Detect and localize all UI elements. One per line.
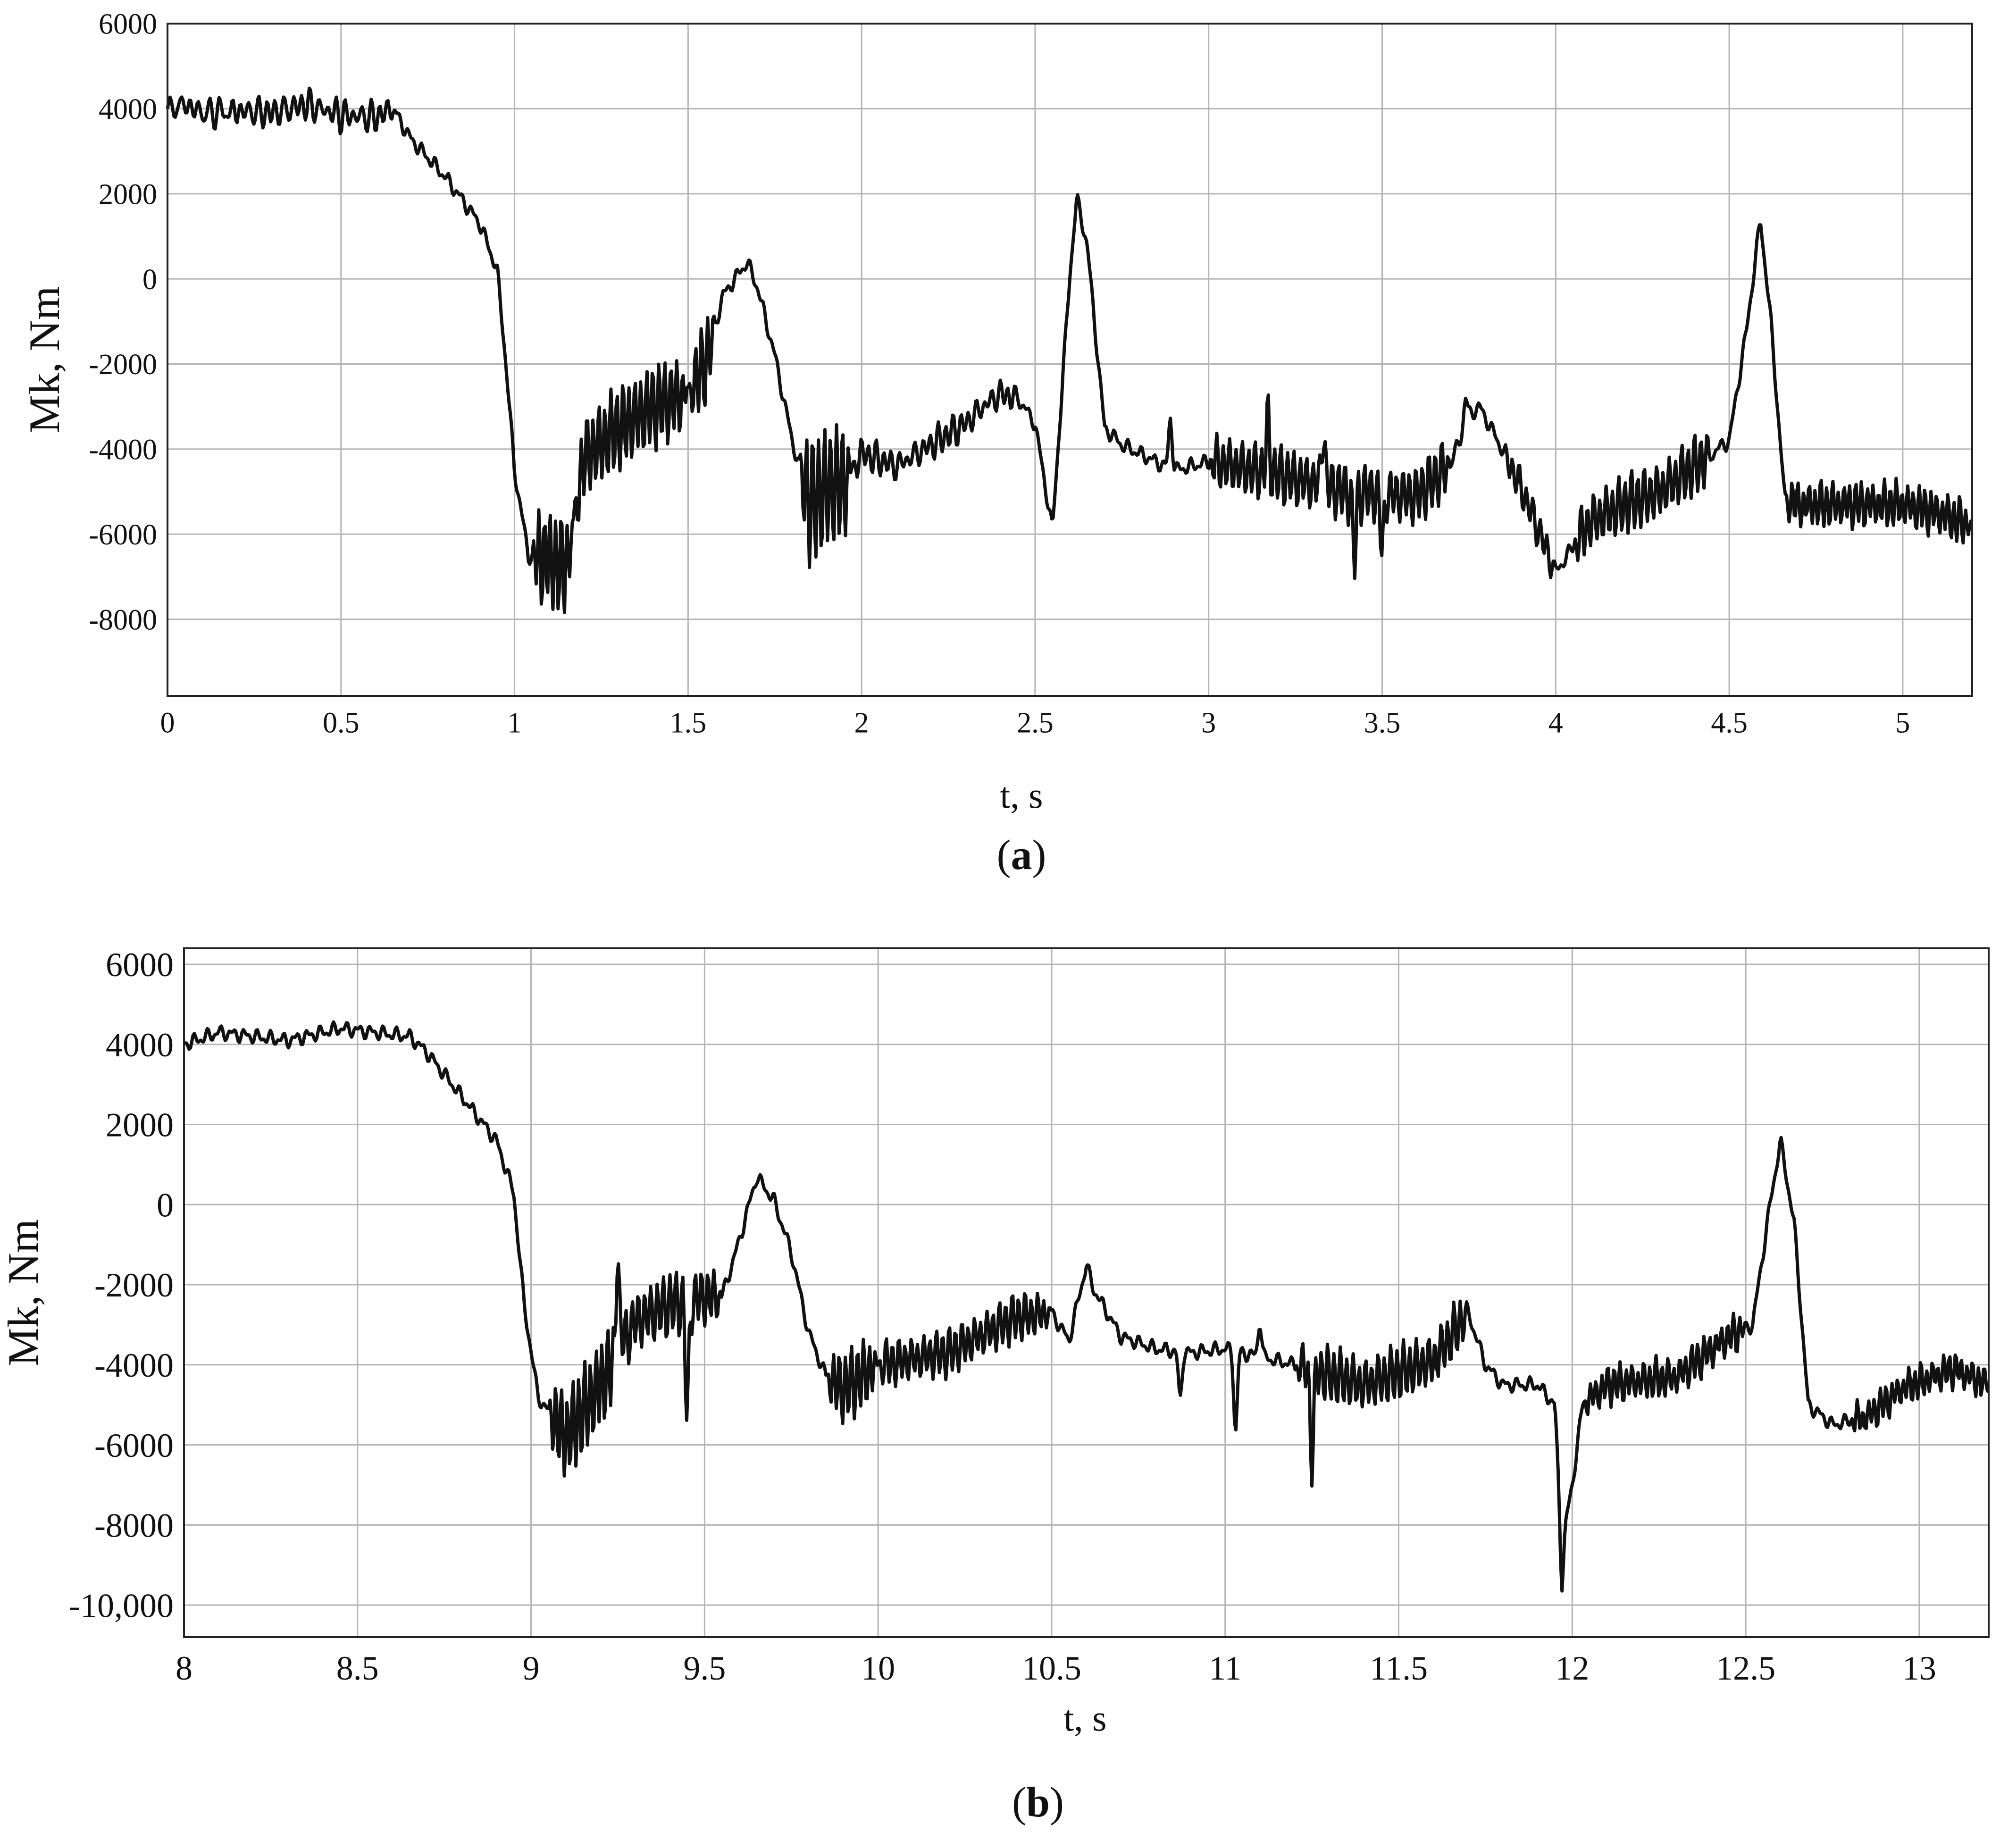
y-tick-label: 6000 [99, 8, 157, 41]
grid-b [184, 948, 1989, 1637]
y-tick-label: -4000 [89, 434, 157, 466]
chart-panel-b: 8 8.5 9 9.5 10 10.5 11 11.5 12 12.5 13 6000 4000 200… [0, 946, 1990, 1826]
caption-close-a: ) [1032, 832, 1046, 878]
y-axis-label-a: Mk, Nm [20, 286, 68, 434]
x-tick-label: 2 [854, 707, 869, 739]
y-tick-label: -2000 [94, 1266, 174, 1304]
caption-open-b: ( [1012, 1779, 1026, 1826]
y-tick-label: 4000 [99, 93, 157, 125]
x-tick-label: 0 [160, 707, 175, 739]
x-tick-label: 10 [861, 1649, 895, 1687]
x-tick-label: 13 [1902, 1649, 1936, 1687]
x-tick-label: 3 [1201, 707, 1216, 739]
x-tick-label: 1.5 [670, 707, 707, 739]
x-tick-label: 10.5 [1022, 1649, 1081, 1687]
chart-panel-a: 0 0.5 1 1.5 2 2.5 3 3.5 4 4.5 5 6000 4000 2000 0 -2000… [20, 8, 1973, 878]
caption-letter-b: b [1026, 1779, 1050, 1826]
torque-series-line-b [183, 1020, 1990, 1593]
x-tick-label: 1 [507, 707, 522, 739]
x-ticks-a: 0 0.5 1 1.5 2 2.5 3 3.5 4 4.5 5 [160, 707, 1910, 739]
y-ticks-a: 6000 4000 2000 0 -2000 -4000 -6000 -8000 [89, 8, 157, 636]
x-tick-label: 11.5 [1370, 1649, 1428, 1687]
x-ticks-b: 8 8.5 9 9.5 10 10.5 11 11.5 12 12.5 13 [176, 1649, 1936, 1687]
y-ticks-b: 6000 4000 2000 0 -2000 -4000 -6000 -8000 -10,000 [69, 946, 174, 1624]
y-tick-label: -4000 [94, 1346, 174, 1384]
plot-frame-a [167, 23, 1973, 697]
y-tick-label: -6000 [94, 1427, 174, 1464]
caption-open-a: ( [997, 832, 1011, 878]
caption-close-b: ) [1050, 1779, 1064, 1826]
x-tick-label: 2.5 [1017, 707, 1054, 739]
x-tick-label: 12.5 [1716, 1649, 1775, 1687]
caption-letter-a: a [1011, 832, 1032, 878]
y-tick-label: -6000 [89, 519, 157, 551]
x-tick-label: 4.5 [1711, 707, 1748, 739]
x-tick-label: 0.5 [323, 707, 360, 739]
caption-a: (a) [997, 832, 1046, 878]
x-tick-label: 3.5 [1364, 707, 1401, 739]
y-tick-label: -2000 [89, 349, 157, 381]
x-axis-label-b: t, s [1063, 1697, 1106, 1739]
x-tick-label: 5 [1895, 707, 1910, 739]
plot-frame-b [183, 947, 1990, 1638]
y-tick-label: 2000 [106, 1106, 174, 1144]
x-tick-label: 8 [176, 1649, 192, 1687]
y-tick-label: 0 [142, 264, 157, 296]
x-tick-label: 9 [523, 1649, 540, 1687]
x-axis-label-a: t, s [1000, 775, 1043, 816]
x-tick-label: 12 [1555, 1649, 1589, 1687]
x-tick-label: 11 [1209, 1649, 1241, 1687]
caption-b: (b) [1012, 1779, 1064, 1826]
y-tick-label: -10,000 [69, 1587, 174, 1624]
grid-a [167, 24, 1972, 696]
x-tick-label: 4 [1548, 707, 1563, 739]
y-axis-label-b: Mk, Nm [0, 1219, 47, 1366]
x-tick-label: 9.5 [683, 1649, 726, 1687]
y-tick-label: 6000 [106, 946, 174, 984]
x-tick-label: 8.5 [336, 1649, 379, 1687]
y-tick-label: -8000 [89, 604, 157, 636]
y-tick-label: 0 [157, 1186, 174, 1224]
y-tick-label: 2000 [99, 178, 157, 210]
torque-series-line-a [166, 86, 1973, 614]
y-tick-label: -8000 [94, 1507, 174, 1545]
y-tick-label: 4000 [106, 1026, 174, 1064]
